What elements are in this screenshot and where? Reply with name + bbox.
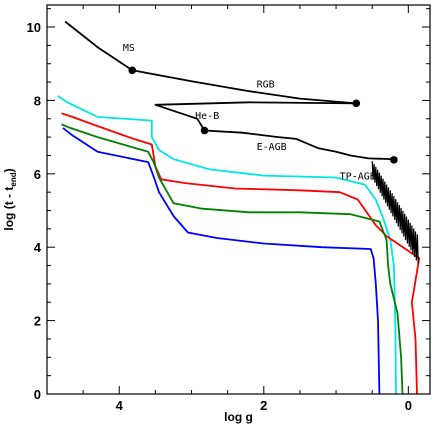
markers-layer [128,66,398,164]
y-axis-label: log (t - tend) [2,168,18,230]
annotation-e-agb: E-AGB [257,142,287,153]
x-axis-label: log g [224,410,253,424]
series-line-2 [61,112,421,394]
phase-marker-2 [200,126,209,135]
series-line-3 [61,123,404,394]
annotation-tp-agb: TP-AGB [340,171,376,182]
series-line-4 [62,127,381,394]
y-axis-label-sub: end [9,172,18,186]
y-axis-label-close: ) [2,168,16,172]
x-tick-label-0: 0 [405,398,412,413]
annotation-rgb: RGB [257,80,275,91]
y-tick-label-6: 6 [34,167,41,182]
phase-marker-0 [128,66,137,75]
annotation-he-b: He-B [195,111,219,122]
series-line-1 [57,95,397,394]
x-tick-label-2: 2 [260,398,267,413]
annotations-layer: MS RGB He-B E-AGB TP-AGB [123,43,376,182]
phase-marker-3 [390,156,398,164]
y-tick-label-8: 8 [34,93,41,108]
annotation-ms: MS [123,43,135,54]
series-layer [57,20,421,394]
tp-agb-pulses [371,160,419,264]
y-axis-label-main: log (t - t [2,187,16,231]
ticks-layer: 4 2 0 0 2 4 6 8 10 [27,5,430,413]
y-tick-label-2: 2 [34,314,41,329]
y-tick-label-0: 0 [34,387,41,402]
plot-frame [46,4,431,395]
phase-marker-1 [352,99,361,108]
series-line-0 [64,20,395,161]
x-tick-label-4: 4 [116,398,124,413]
y-tick-label-4: 4 [34,240,42,255]
y-tick-label-10: 10 [27,20,41,35]
